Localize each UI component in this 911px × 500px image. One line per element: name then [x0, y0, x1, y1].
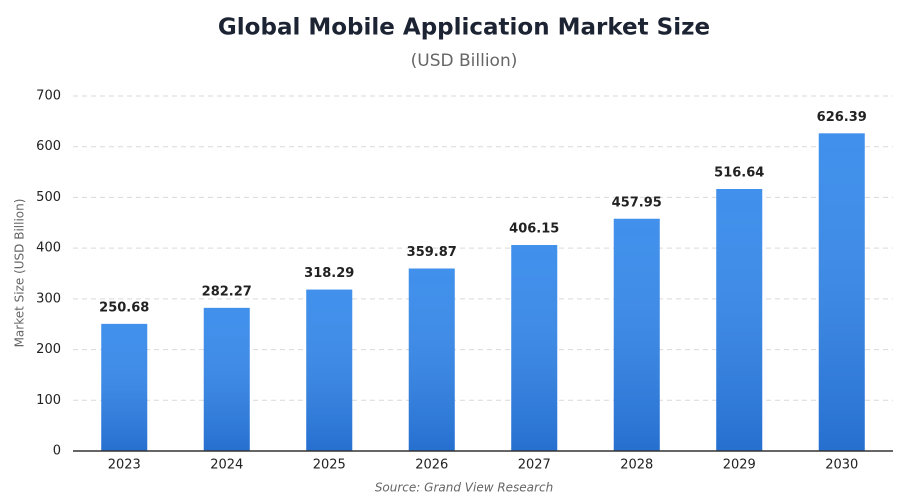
value-label: 516.64	[714, 165, 764, 180]
value-label: 457.95	[612, 195, 662, 210]
value-label: 250.68	[99, 300, 149, 315]
bar-shade	[613, 218, 660, 451]
value-label: 626.39	[817, 110, 867, 125]
y-tick-label: 400	[36, 241, 61, 256]
x-tick-label: 2024	[210, 458, 243, 473]
bar-shade	[306, 289, 353, 451]
y-tick-label: 100	[36, 393, 61, 408]
x-tick-label: 2027	[518, 458, 551, 473]
value-label: 282.27	[202, 284, 252, 299]
y-tick-label: 600	[36, 139, 61, 154]
value-label: 318.29	[304, 266, 354, 281]
x-tick-label: 2030	[825, 458, 858, 473]
chart-title: Global Mobile Application Market Size	[218, 15, 710, 41]
value-label: 406.15	[509, 222, 559, 237]
bar-shade	[818, 133, 865, 451]
source-note: Source: Grand View Research	[375, 481, 553, 495]
bar-shade	[203, 307, 250, 451]
x-tick-label: 2023	[108, 458, 141, 473]
x-tick-label: 2029	[723, 458, 756, 473]
y-tick-label: 0	[53, 444, 61, 459]
x-tick-label: 2026	[415, 458, 448, 473]
y-axis-label: Market Size (USD Billion)	[13, 199, 27, 348]
bar-shade	[408, 268, 455, 451]
value-label: 359.87	[407, 245, 457, 260]
x-tick-label: 2028	[620, 458, 653, 473]
bar-shade	[511, 245, 558, 451]
bar-shade	[716, 188, 763, 451]
y-tick-label: 200	[36, 342, 61, 357]
x-tick-label: 2025	[313, 458, 346, 473]
y-tick-label: 300	[36, 291, 61, 306]
chart-subtitle: (USD Billion)	[411, 51, 518, 71]
bar-shade	[101, 323, 148, 451]
y-tick-label: 500	[36, 190, 61, 205]
y-tick-label: 700	[36, 89, 61, 104]
